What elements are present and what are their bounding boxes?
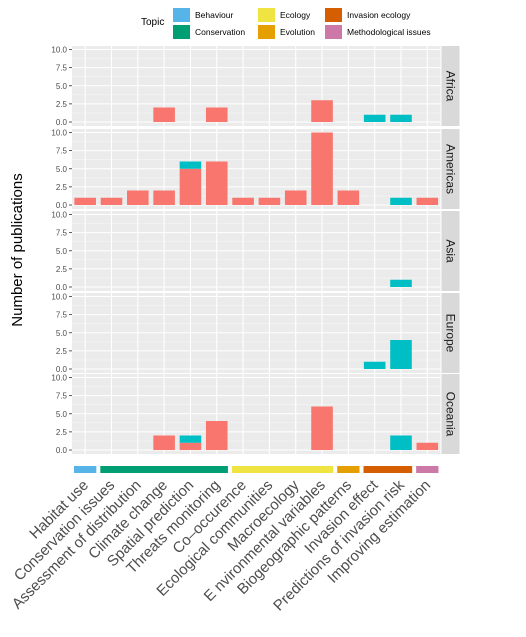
bar-segment-a (284, 190, 307, 205)
panel-africa: Africa 0.0 2.5 5.0 7.5 10.0 (51, 46, 460, 127)
legend-label: Ecology (280, 10, 311, 20)
legend-label: Methodological issues (347, 27, 431, 37)
y-tick-label: 5.0 (56, 165, 68, 174)
y-tick-label: 5.0 (56, 82, 68, 91)
topic-bar (100, 466, 228, 473)
topic-bar (363, 466, 413, 473)
bar-segment-a (153, 190, 175, 205)
bar-segment-b (390, 114, 412, 122)
bar-segment-a (205, 421, 228, 450)
y-tick-label: 0.0 (56, 446, 68, 455)
y-tick-label: 10.0 (51, 46, 67, 55)
bar-segment-b (390, 435, 412, 450)
strip-label: Asia (443, 239, 457, 263)
legend-swatch (258, 8, 275, 22)
bar-segment-a (153, 107, 175, 122)
legend-swatch (173, 25, 190, 39)
y-tick-label: 2.5 (56, 265, 68, 274)
bar-segment-b (390, 279, 412, 287)
topic-bar (231, 466, 334, 473)
bar-segment-a (127, 190, 149, 205)
bar-segment-a (179, 442, 202, 450)
bar-segment-a (205, 107, 228, 122)
panel-oceania: Oceania 0.0 2.5 5.0 7.5 10.0 (51, 374, 460, 455)
y-tick-label: 7.5 (56, 64, 68, 73)
legend-swatch (258, 25, 275, 39)
strip-label: Americas (443, 144, 457, 194)
panel-europe: Europe 0.0 2.5 5.0 7.5 10.0 (51, 293, 460, 374)
y-tick-label: 7.5 (56, 229, 68, 238)
y-tick-label: 5.0 (56, 410, 68, 419)
topic-color-bars (74, 466, 439, 473)
bar-segment-a (232, 197, 254, 205)
legend-swatch (325, 8, 342, 22)
y-tick-label: 10.0 (51, 129, 67, 138)
bar-segment-b (179, 435, 202, 443)
y-tick-label: 10.0 (51, 293, 67, 302)
y-tick-label: 2.5 (56, 183, 68, 192)
y-tick-label: 10.0 (51, 374, 67, 383)
panel-americas: Americas 0.0 2.5 5.0 7.5 10.0 (51, 129, 460, 210)
strip-label: Africa (443, 71, 457, 102)
bar-segment-a (179, 168, 202, 205)
y-tick-label: 0.0 (56, 201, 68, 210)
panels: Africa 0.0 2.5 5.0 7.5 10.0 Americas 0.0 2.5 5.0 7… (51, 46, 460, 455)
legend-swatch (173, 8, 190, 22)
strip-background (441, 374, 460, 454)
bar-segment-a (258, 197, 281, 205)
y-tick-label: 2.5 (56, 347, 68, 356)
strip-background (441, 129, 460, 209)
bar-segment-a (205, 161, 228, 205)
bar-segment-b (179, 161, 202, 169)
y-tick-label: 2.5 (56, 100, 68, 109)
bar-segment-b (390, 340, 412, 369)
strip-background (441, 293, 460, 373)
bar-segment-a (311, 100, 333, 122)
bar-segment-a (416, 197, 439, 205)
y-tick-label: 10.0 (51, 211, 67, 220)
legend-title: Topic (141, 17, 164, 28)
topic-bar (337, 466, 360, 473)
topic-bar (74, 466, 97, 473)
y-tick-label: 0.0 (56, 118, 68, 127)
panel-asia: Asia 0.0 2.5 5.0 7.5 10.0 (51, 211, 460, 292)
bar-segment-a (416, 442, 439, 450)
legend-label: Evolution (280, 27, 315, 37)
topic-bar (416, 466, 439, 473)
y-tick-label: 5.0 (56, 329, 68, 338)
bar-segment-b (363, 114, 386, 122)
bar-segment-b (363, 361, 386, 369)
bar-segment-b (390, 197, 412, 205)
strip-background (441, 211, 460, 291)
legend-label: Invasion ecology (347, 10, 411, 20)
y-tick-label: 7.5 (56, 311, 68, 320)
bar-segment-a (74, 197, 96, 205)
bar-segment-a (337, 190, 360, 205)
bar-segment-a (153, 435, 175, 450)
strip-label: Oceania (443, 392, 457, 437)
y-tick-label: 5.0 (56, 247, 68, 256)
strip-background (441, 46, 460, 126)
bar-segment-a (100, 197, 123, 205)
y-tick-label: 2.5 (56, 428, 68, 437)
y-tick-label: 0.0 (56, 283, 68, 292)
legend-swatch (325, 25, 342, 39)
legend-label: Behaviour (195, 10, 233, 20)
bar-segment-a (311, 406, 333, 450)
y-tick-label: 7.5 (56, 392, 68, 401)
legend: Topic Behaviour Conservation Ecology Evoluti… (141, 8, 431, 39)
legend-label: Conservation (195, 27, 245, 37)
y-tick-label: 7.5 (56, 147, 68, 156)
bar-segment-a (311, 132, 333, 205)
strip-label: Europe (443, 314, 457, 353)
y-tick-label: 0.0 (56, 365, 68, 374)
y-axis-label: Number of publications (9, 173, 26, 326)
